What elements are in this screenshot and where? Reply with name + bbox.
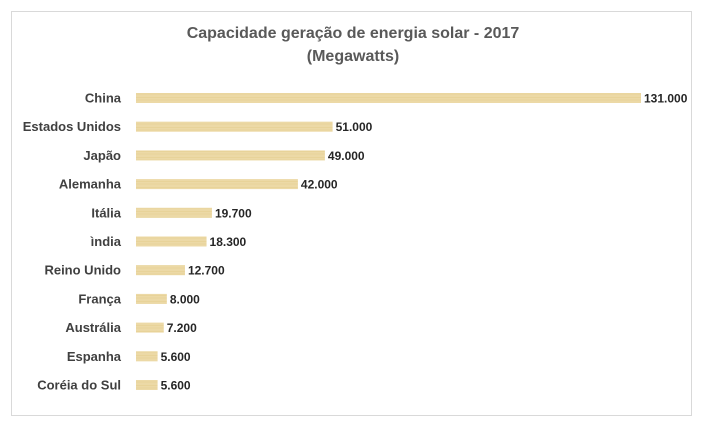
category-label: Estados Unidos — [23, 119, 121, 134]
category-label: França — [78, 291, 121, 306]
bar — [136, 322, 164, 333]
data-label: 12.700 — [188, 264, 225, 278]
category-label: Reino Unido — [44, 263, 121, 278]
bar — [136, 207, 212, 218]
bars-group: China 131.000 Estados Unidos 51.000 Japão 49.… — [23, 91, 688, 393]
data-label: 8.000 — [170, 292, 200, 306]
bar — [136, 150, 325, 161]
chart-subtitle: (Megawatts) — [306, 48, 400, 65]
data-label: 49.000 — [328, 149, 365, 163]
category-label: ìndia — [90, 234, 122, 249]
category-label: Coréia do Sul — [37, 378, 121, 393]
chart-frame — [11, 11, 692, 416]
data-label: 7.200 — [167, 321, 197, 335]
data-label: 18.300 — [210, 235, 247, 249]
category-label: Japão — [83, 148, 121, 163]
category-label: Itália — [91, 205, 121, 220]
category-label: Austrália — [65, 320, 121, 335]
data-label: 19.700 — [215, 206, 252, 220]
bar — [136, 380, 158, 390]
data-label: 131.000 — [644, 92, 688, 106]
bar — [136, 179, 298, 190]
data-label: 5.600 — [161, 350, 191, 364]
category-label: China — [85, 91, 122, 106]
bar — [136, 265, 185, 276]
bar — [136, 93, 641, 103]
chart-title: Capacidade geração de energia solar - 20… — [186, 25, 520, 42]
data-label: 5.600 — [161, 379, 191, 393]
data-label: 51.000 — [336, 120, 373, 134]
bar — [136, 236, 207, 247]
category-label: Espanha — [67, 349, 122, 364]
bar — [136, 293, 167, 304]
data-label: 42.000 — [301, 178, 338, 192]
bar — [136, 351, 158, 362]
bar — [136, 121, 333, 132]
category-label: Alemanha — [59, 177, 122, 192]
